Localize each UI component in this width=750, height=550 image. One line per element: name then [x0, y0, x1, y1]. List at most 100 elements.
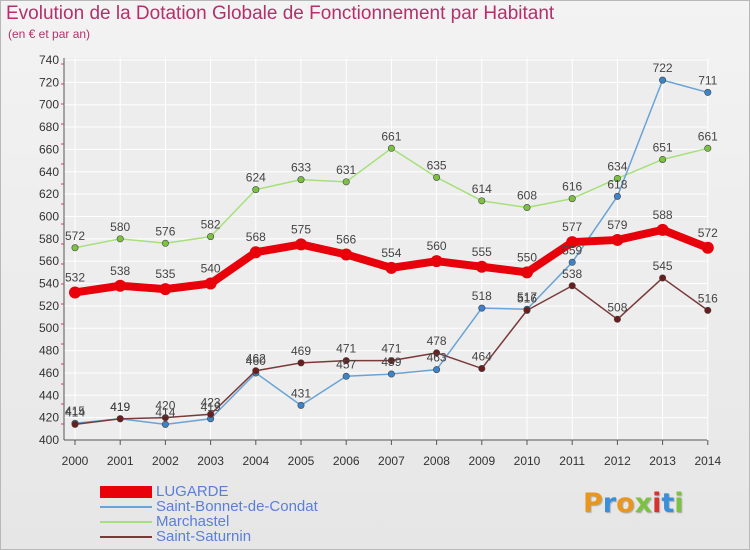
data-point [252, 367, 260, 375]
data-label: 516 [517, 291, 537, 305]
data-label: 588 [653, 208, 673, 222]
data-label: 478 [427, 334, 447, 348]
chart-title: Evolution de la Dotation Globale de Fonc… [6, 3, 555, 24]
data-label: 608 [517, 189, 537, 203]
data-label: 464 [472, 349, 492, 363]
y-tick-label: 580 [39, 232, 59, 246]
data-label: 582 [201, 218, 221, 232]
data-label: 540 [201, 262, 221, 276]
legend-item: Marchastel [100, 514, 318, 529]
x-tick-label: 2010 [514, 454, 541, 468]
data-point [116, 235, 124, 243]
data-point [297, 401, 305, 409]
data-point [204, 277, 217, 290]
data-label: 580 [110, 220, 130, 234]
legend-label: LUGARDE [156, 483, 229, 500]
data-point [475, 260, 488, 273]
y-tick-label: 600 [39, 209, 59, 223]
x-tick-label: 2012 [604, 454, 631, 468]
legend: LUGARDE Saint-Bonnet-de-Condat Marchaste… [100, 484, 318, 544]
data-label: 469 [291, 344, 311, 358]
data-point [433, 349, 441, 357]
data-label: 423 [201, 395, 221, 409]
data-label: 471 [336, 342, 356, 356]
x-tick-label: 2011 [559, 454, 585, 468]
data-label: 722 [653, 61, 673, 75]
data-label: 517 [517, 290, 537, 304]
data-label: 614 [472, 182, 492, 196]
x-tick-label: 2000 [62, 454, 89, 468]
logo-letter: i [674, 488, 684, 519]
data-label: 635 [427, 158, 447, 172]
data-point [613, 315, 621, 323]
y-tick-label: 480 [39, 344, 59, 358]
data-label: 554 [381, 246, 401, 260]
data-point [568, 258, 576, 266]
data-label: 415 [65, 404, 85, 418]
data-point [207, 410, 215, 418]
data-label: 419 [201, 400, 221, 414]
x-tick-label: 2014 [694, 454, 721, 468]
y-tick-label: 400 [39, 433, 59, 447]
data-label: 532 [65, 270, 85, 284]
logo-letter: i [652, 488, 662, 519]
y-tick-label: 720 [39, 75, 59, 89]
data-label: 414 [65, 405, 85, 419]
data-point [161, 420, 169, 428]
x-tick-label: 2006 [333, 454, 360, 468]
legend-swatch-marchastel [100, 520, 152, 523]
data-label: 555 [472, 245, 492, 259]
data-point [297, 176, 305, 184]
data-point [387, 370, 395, 378]
data-point [342, 178, 350, 186]
data-point [159, 283, 172, 296]
data-label: 572 [65, 229, 85, 243]
data-label: 631 [336, 163, 356, 177]
data-label: 508 [607, 300, 627, 314]
data-label: 431 [291, 386, 311, 400]
legend-label: Saint-Saturnin [156, 528, 252, 545]
data-point [613, 192, 621, 200]
legend-label: Marchastel [156, 513, 230, 530]
data-label: 463 [427, 351, 447, 365]
data-point [71, 244, 79, 252]
data-point [69, 286, 81, 299]
data-point [433, 366, 441, 374]
data-label: 559 [562, 243, 582, 257]
data-label: 459 [381, 355, 401, 369]
x-tick-label: 2003 [197, 454, 224, 468]
data-label: 661 [698, 129, 718, 143]
data-point [701, 241, 714, 254]
y-tick-label: 640 [39, 165, 59, 179]
data-point [656, 223, 669, 236]
y-tick-label: 620 [39, 187, 59, 201]
data-point [433, 173, 441, 181]
data-point [568, 282, 576, 290]
data-point [659, 76, 667, 84]
logo-letter: r [602, 488, 617, 519]
data-point [387, 357, 395, 365]
data-label: 538 [110, 264, 130, 278]
x-tick-label: 2009 [468, 454, 495, 468]
data-point [116, 415, 124, 423]
x-tick-label: 2001 [107, 454, 134, 468]
legend-label: Saint-Bonnet-de-Condat [156, 498, 318, 515]
data-point [252, 186, 260, 194]
data-point [478, 304, 486, 312]
data-point [478, 197, 486, 205]
data-point [71, 420, 79, 428]
data-point [704, 144, 712, 152]
data-label: 624 [246, 171, 266, 185]
data-point [566, 236, 579, 249]
y-tick-label: 560 [39, 254, 59, 268]
data-point [521, 266, 533, 279]
data-label: 538 [562, 267, 582, 281]
x-tick-label: 2007 [378, 454, 405, 468]
logo-letter: t [661, 488, 675, 519]
data-point [659, 274, 667, 282]
data-point [342, 357, 350, 365]
data-label: 618 [607, 177, 627, 191]
y-tick-label: 680 [39, 120, 59, 134]
data-label: 460 [246, 354, 266, 368]
y-tick-label: 540 [39, 277, 59, 291]
